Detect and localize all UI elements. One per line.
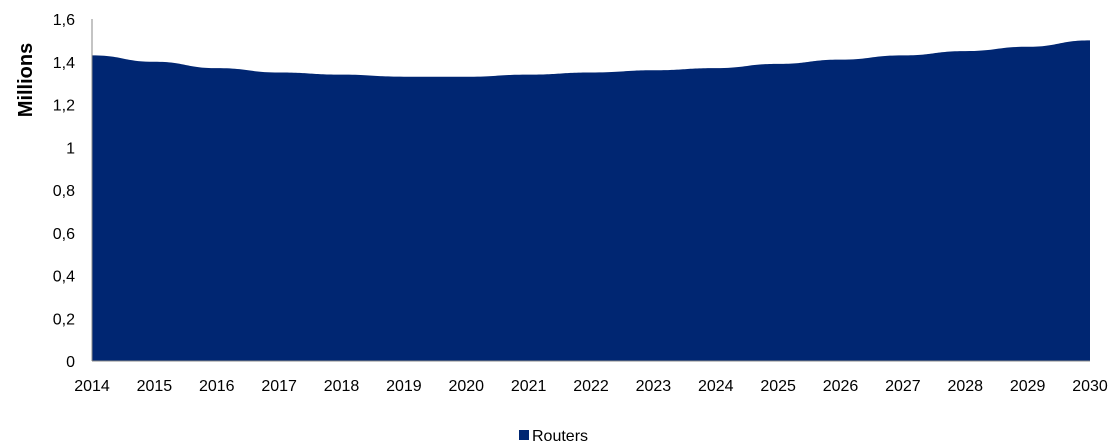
x-tick-label: 2028 bbox=[947, 378, 983, 395]
x-tick-label: 2020 bbox=[448, 378, 484, 395]
legend: Routers bbox=[519, 428, 588, 445]
y-tick-label: 1,4 bbox=[53, 55, 75, 72]
y-tick-label: 0,8 bbox=[53, 183, 75, 200]
x-tick-label: 2023 bbox=[636, 378, 672, 395]
x-tick-label: 2019 bbox=[386, 378, 422, 395]
x-tick-label: 2025 bbox=[760, 378, 796, 395]
x-tick-label: 2017 bbox=[261, 378, 297, 395]
y-tick-label: 0,6 bbox=[53, 226, 75, 243]
x-tick-label: 2029 bbox=[1010, 378, 1046, 395]
x-tick-label: 2015 bbox=[137, 378, 173, 395]
y-axis-ticks: 0 0,2 0,4 0,6 0,8 1 1,2 1,4 1,6 bbox=[53, 12, 75, 371]
x-tick-label: 2030 bbox=[1072, 378, 1108, 395]
area-layer bbox=[92, 40, 1090, 361]
x-tick-label: 2014 bbox=[74, 378, 110, 395]
x-tick-label: 2026 bbox=[823, 378, 859, 395]
x-tick-label: 2016 bbox=[199, 378, 235, 395]
y-axis-label: Millions bbox=[15, 43, 37, 117]
y-tick-label: 0 bbox=[66, 354, 75, 371]
x-tick-label: 2022 bbox=[573, 378, 609, 395]
y-tick-label: 0,2 bbox=[53, 311, 75, 328]
legend-swatch-routers bbox=[519, 430, 529, 440]
x-axis-ticks: 2014 2015 2016 2017 2018 2019 2020 2021 2022 2023… bbox=[74, 378, 1108, 395]
y-tick-label: 1 bbox=[66, 140, 75, 157]
y-tick-label: 1,6 bbox=[53, 12, 75, 29]
area-series-routers bbox=[92, 40, 1090, 361]
legend-label-routers: Routers bbox=[532, 428, 588, 445]
x-tick-label: 2024 bbox=[698, 378, 734, 395]
y-tick-label: 1,2 bbox=[53, 98, 75, 115]
x-tick-label: 2027 bbox=[885, 378, 921, 395]
x-tick-label: 2018 bbox=[324, 378, 360, 395]
y-tick-label: 0,4 bbox=[53, 269, 75, 286]
x-tick-label: 2021 bbox=[511, 378, 547, 395]
